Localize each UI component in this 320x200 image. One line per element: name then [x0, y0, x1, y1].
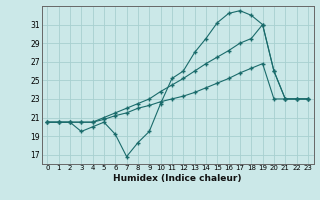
X-axis label: Humidex (Indice chaleur): Humidex (Indice chaleur)	[113, 174, 242, 183]
